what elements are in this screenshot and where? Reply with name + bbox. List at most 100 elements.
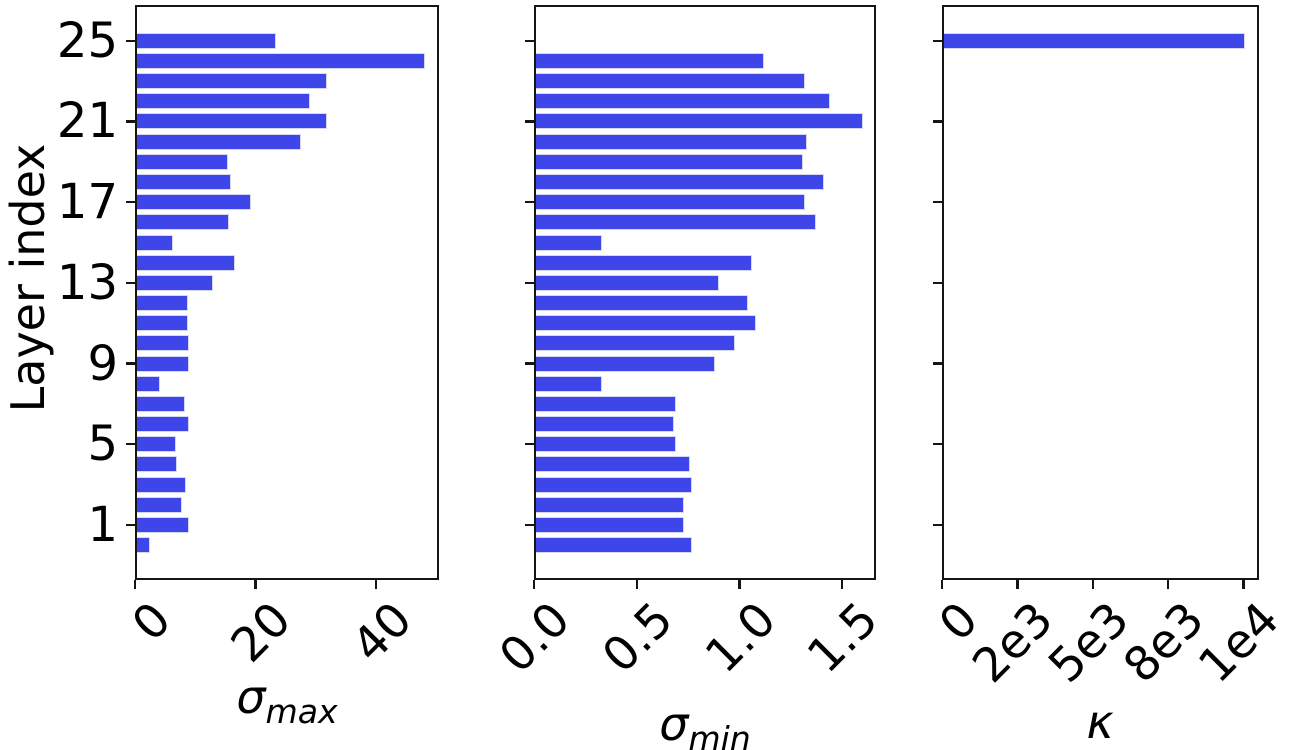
y-tick-label: 5 [87,416,118,473]
y-tick-mark [525,200,534,204]
bar-layer-14 [536,254,752,271]
bar-layer-18 [536,173,824,190]
y-tick-mark [126,443,135,446]
x-tick-mark [738,580,741,589]
bar-layer-21 [536,113,863,130]
bar-layer-22 [137,93,310,110]
x-tick-mark [1166,580,1170,589]
panel-sigma-min [534,5,876,580]
x-tick-mark [374,580,377,589]
kappa-symbol: κ [1086,695,1114,749]
bar-layer-5 [536,436,676,453]
bar-layer-16 [137,214,229,231]
y-tick-mark [126,120,135,123]
bar-layer-3 [137,476,187,493]
y-tick-mark [126,281,135,285]
x-axis-label-sigma-max: σmax [137,670,437,731]
bar-layer-8 [137,375,161,392]
bar-layer-13 [137,274,214,291]
y-tick-mark [525,362,534,365]
sigma-min-symbol: σ [659,697,689,750]
y-tick-mark [933,523,942,527]
bar-layer-5 [137,436,176,453]
y-tick-mark [933,443,942,446]
bar-layer-11 [137,315,189,332]
x-tick-mark [1016,580,1019,589]
x-tick-mark [1242,580,1245,589]
panel-kappa [942,5,1259,580]
bar-layer-7 [137,395,186,412]
x-axis-label-kappa: κ [950,695,1250,750]
bar-layer-3 [536,476,693,493]
bar-layer-0 [137,537,151,554]
bar-layer-24 [536,52,765,69]
bar-layer-18 [137,173,231,190]
bar-layer-23 [137,73,327,90]
x-tick-mark [254,580,257,589]
sigma-max-symbol: σ [236,670,266,724]
bar-layer-25 [137,32,277,49]
x-tick-mark [532,580,536,589]
bar-layer-19 [137,153,228,170]
y-tick-mark [525,39,534,42]
y-tick-mark [126,200,135,204]
y-tick-mark [126,523,135,527]
y-tick-mark [525,443,534,446]
bar-layer-9 [536,355,715,372]
bar-layer-14 [137,254,236,271]
bar-layer-19 [536,153,804,170]
y-tick-label: 1 [87,497,118,554]
sigma-min-subscript: min [688,719,751,750]
x-tick-mark [635,580,638,589]
y-tick-mark [933,362,942,365]
bar-layer-15 [137,234,174,251]
bar-layer-0 [536,537,693,554]
y-tick-label: 21 [56,93,118,150]
y-tick-label: 13 [56,254,118,311]
x-tick-mark [133,580,137,589]
bar-layer-12 [137,295,189,312]
bar-layer-7 [536,395,676,412]
bar-layer-24 [137,52,425,69]
bar-layer-22 [536,93,830,110]
y-tick-mark [933,39,942,42]
bar-layer-8 [536,375,602,392]
y-tick-label: 17 [56,174,118,231]
bar-layer-23 [536,73,806,90]
bar-layer-9 [137,355,189,372]
y-tick-mark [126,362,135,365]
panel-sigma-max [135,5,439,580]
bar-layer-6 [536,416,674,433]
y-tick-mark [933,200,942,204]
bar-layer-1 [536,517,684,534]
x-tick-mark [1091,580,1094,589]
y-tick-mark [525,281,534,285]
bar-layer-1 [137,517,190,534]
bar-layer-15 [536,234,602,251]
x-tick-mark [841,580,844,589]
x-axis-label-sigma-min: σmin [555,697,855,750]
bar-layer-21 [137,113,328,130]
sigma-max-subscript: max [265,692,338,732]
bar-layer-2 [137,496,183,513]
bar-layer-20 [137,133,302,150]
y-tick-mark [126,39,135,42]
y-tick-label: 25 [56,12,118,69]
y-tick-mark [933,120,942,123]
bar-layer-4 [536,456,691,473]
bar-layer-10 [137,335,190,352]
bar-layer-17 [137,194,252,211]
bar-layer-4 [137,456,178,473]
bar-layer-25 [944,32,1246,49]
y-tick-mark [525,120,534,123]
y-tick-mark [525,523,534,527]
bar-layer-13 [536,274,719,291]
y-tick-mark [933,281,942,285]
bar-layer-6 [137,416,189,433]
bar-layer-20 [536,133,808,150]
y-tick-label: 9 [87,335,118,392]
bar-layer-16 [536,214,816,231]
bar-layer-10 [536,335,736,352]
bar-layer-17 [536,194,806,211]
